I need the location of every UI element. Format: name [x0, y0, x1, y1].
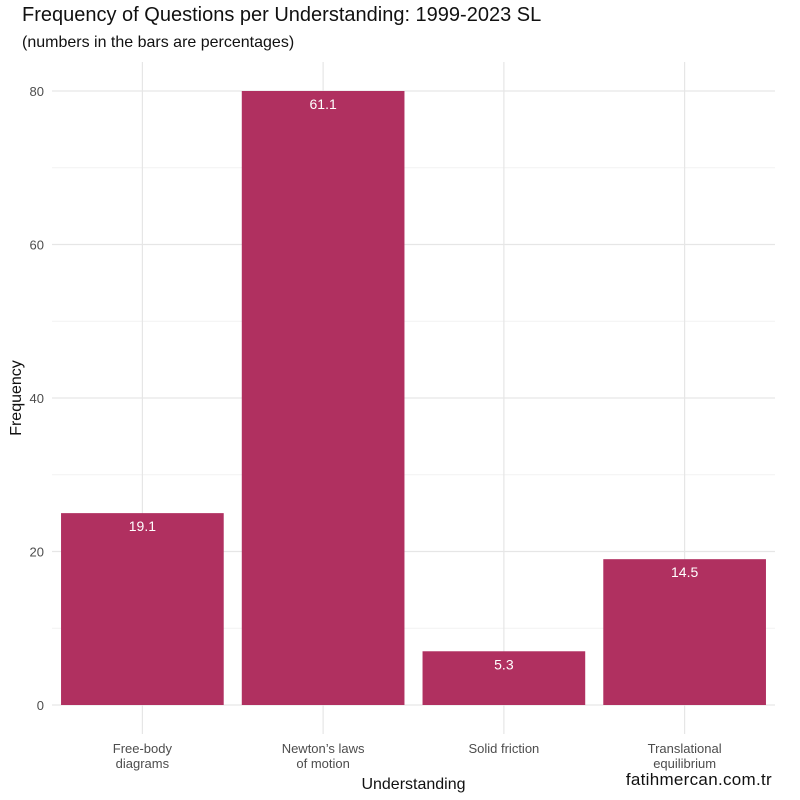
y-tick-label: 60 [30, 238, 44, 253]
bar-data-label: 19.1 [129, 518, 156, 534]
x-axis-title: Understanding [361, 776, 465, 793]
bar [422, 651, 586, 705]
x-tick-label: diagrams [116, 756, 170, 771]
y-axis-title: Frequency [8, 360, 25, 436]
bar-data-label: 5.3 [494, 656, 514, 672]
x-tick-label: equilibrium [653, 756, 716, 771]
watermark: fatihmercan.com.tr [625, 770, 772, 789]
bar [241, 91, 405, 705]
x-tick-label: Free-body [113, 741, 173, 756]
y-tick-label: 40 [30, 391, 44, 406]
chart-title: Frequency of Questions per Understanding… [22, 4, 542, 26]
chart-subtitle: (numbers in the bars are percentages) [22, 34, 295, 51]
y-tick-label: 20 [30, 545, 44, 560]
y-tick-label: 0 [37, 698, 44, 713]
bar [603, 559, 766, 705]
x-tick-label: Translational [648, 741, 722, 756]
x-tick-label: Solid friction [468, 741, 539, 756]
bar [61, 513, 224, 705]
y-tick-label: 80 [30, 84, 44, 99]
bar-data-label: 14.5 [671, 564, 698, 580]
bar-data-label: 61.1 [310, 96, 337, 112]
x-tick-label: Newton’s laws [282, 741, 365, 756]
x-tick-label: of motion [296, 756, 349, 771]
